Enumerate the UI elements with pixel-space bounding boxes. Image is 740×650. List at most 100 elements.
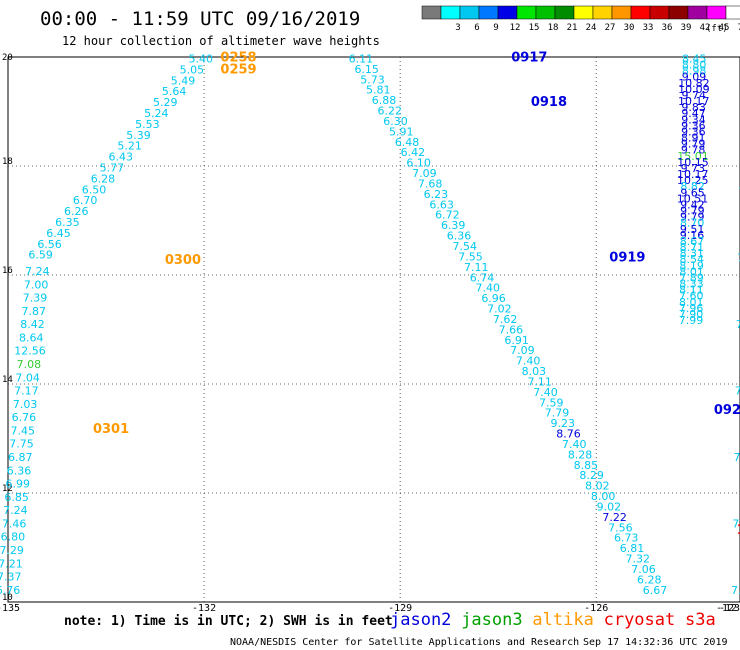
wave-height-value: 6.67 xyxy=(643,584,668,597)
wave-height-value: 6.11 xyxy=(349,52,374,65)
wave-height-value: 7.99 xyxy=(679,314,704,327)
wave-height-value: 7.90 xyxy=(679,308,704,321)
wave-height-value: 6.72 xyxy=(435,209,460,222)
wave-height-value: 5.73 xyxy=(360,73,385,86)
wave-height-value: 8.03 xyxy=(522,365,547,378)
wave-height-value: 7.66 xyxy=(499,323,524,336)
footer-credit: NOAA/NESDIS Center for Satellite Applica… xyxy=(230,637,579,648)
wave-height-value: 9.42 xyxy=(680,198,705,211)
wave-height-value: 8.54 xyxy=(679,253,704,266)
wave-height-value: 7.24 xyxy=(25,265,50,278)
wave-height-value: 7.32 xyxy=(625,553,650,566)
wave-height-value: 7.56 xyxy=(608,521,633,534)
x-tick-label: -132 xyxy=(192,603,216,614)
chart-title: 00:00 - 11:59 UTC 09/16/2019 xyxy=(40,8,360,30)
color-scale-swatch xyxy=(573,5,594,20)
wave-height-value: 8.33 xyxy=(679,278,704,291)
wave-height-value: 7.45 xyxy=(10,424,35,437)
wave-height-value: 7.02 xyxy=(487,303,512,316)
wave-height-value: 9.47 xyxy=(681,107,706,120)
x-tick-label: -123 xyxy=(716,603,740,614)
wave-height-value: 5.81 xyxy=(366,84,391,97)
pass-time-labels: 0258025903000301091709180919092009211108… xyxy=(93,50,740,538)
wave-height-value: 6.22 xyxy=(378,105,403,118)
wave-height-value: 8.28 xyxy=(568,448,593,461)
wave-height-value: 7.11 xyxy=(464,261,489,274)
wave-height-value: 5.05 xyxy=(180,63,205,76)
color-scale-swatch xyxy=(706,5,727,20)
y-tick-label: 20 xyxy=(2,53,13,63)
axis-tick-labels: -135 -132 -129 -126 -123-12 10 12 14 16 18 20 xyxy=(0,53,740,614)
grid-lines xyxy=(8,57,740,602)
wave-height-value: 7.62 xyxy=(493,313,518,326)
wave-height-value: 7.37 xyxy=(0,571,21,584)
color-scale-legend: 36912151821242730333639424570 xyxy=(421,5,740,33)
wave-height-value: 7.96 xyxy=(679,302,704,315)
wave-height-value: 6.39 xyxy=(441,219,466,232)
wave-height-value: 6.59 xyxy=(28,249,53,262)
wave-height-value: 6.74 xyxy=(470,271,495,284)
wave-height-value: 9.51 xyxy=(680,223,705,236)
wave-height-value: 8.19 xyxy=(679,259,704,272)
color-scale-swatch xyxy=(554,5,575,20)
wave-height-value: 10.17 xyxy=(677,168,709,181)
wave-height-value: 5.49 xyxy=(171,74,196,87)
wave-height-value: 10.51 xyxy=(677,192,709,205)
wave-height-value: 9.36 xyxy=(681,119,706,132)
wave-height-value: 6.63 xyxy=(429,198,454,211)
color-scale-label: 70 xyxy=(738,23,740,33)
x-tick-label: -129 xyxy=(388,603,412,614)
wave-height-value: 7.75 xyxy=(9,438,34,451)
wave-height-value: 7.79 xyxy=(545,407,570,420)
wave-height-value: 6.85 xyxy=(4,491,29,504)
wave-height-value: 8.91 xyxy=(681,132,706,145)
color-scale-label: 33 xyxy=(643,23,654,33)
plot-frame xyxy=(7,56,740,603)
chart-subtitle: 12 hour collection of altimeter wave hei… xyxy=(62,34,380,48)
wave-height-value: 7.28 xyxy=(738,185,740,198)
wave-height-value: 7.17 xyxy=(14,385,39,398)
y-tick-label: 16 xyxy=(2,266,13,276)
wave-height-value: 7.59 xyxy=(539,396,564,409)
wave-height-value: 10.15 xyxy=(677,156,709,169)
wave-height-value: 5.39 xyxy=(126,129,151,142)
wave-height-value: 6.87 xyxy=(8,451,33,464)
color-scale-swatch xyxy=(440,5,461,20)
wave-height-value: 6.30 xyxy=(383,115,408,128)
color-scale-swatch xyxy=(668,5,689,20)
wave-height-value: 7.09 xyxy=(510,344,535,357)
color-scale-swatch xyxy=(421,5,442,20)
wave-height-value: 8.29 xyxy=(579,469,604,482)
wave-height-value: 7.03 xyxy=(13,398,38,411)
wave-height-value: 6.28 xyxy=(637,573,662,586)
wave-height-value: 5.64 xyxy=(162,85,187,98)
wave-height-value: 8.01 xyxy=(679,265,704,278)
wave-height-value: 12.56 xyxy=(14,345,46,358)
wave-height-value: 8.64 xyxy=(19,331,44,344)
wave-height-value: 7.24 xyxy=(3,504,28,517)
wave-height-value: 7.00 xyxy=(24,278,49,291)
wave-height-value: 9.09 xyxy=(682,71,707,84)
color-scale-swatch xyxy=(611,5,632,20)
wave-height-value: 6.48 xyxy=(395,136,420,149)
color-scale-label: 12 xyxy=(510,23,521,33)
color-scale-label: 39 xyxy=(681,23,692,33)
wave-height-value: 7.29 xyxy=(0,544,24,557)
wave-height-value: 7.87 xyxy=(21,305,46,318)
wave-height-value: 8.00 xyxy=(591,490,616,503)
wave-height-value: 8.31 xyxy=(680,247,705,260)
color-scale-swatch xyxy=(725,5,740,20)
color-scale-swatch xyxy=(459,5,480,20)
color-scale-label: 18 xyxy=(548,23,559,33)
wave-height-value: 6.36 xyxy=(7,464,32,477)
wave-height-value: 6.43 xyxy=(108,151,133,164)
wave-height-value: 7.11 xyxy=(527,375,552,388)
color-scale-swatch xyxy=(687,5,708,20)
satellite-legend: jason2 jason3 altika cryosat s3a xyxy=(390,610,716,630)
legend-unit-label: (ft) xyxy=(706,24,728,34)
color-scale-label: 15 xyxy=(529,23,540,33)
pass-time-label: 0918 xyxy=(531,95,567,110)
wave-height-value: 7.89 xyxy=(679,271,704,284)
pass-time-label: 0259 xyxy=(220,62,256,77)
